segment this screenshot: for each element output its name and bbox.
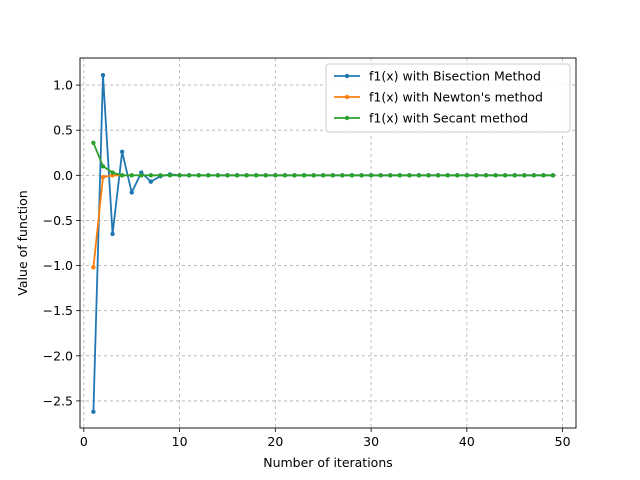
series-3 (91, 140, 556, 178)
plot-area-frame (79, 57, 577, 429)
data-point (234, 173, 240, 178)
data-point (215, 173, 221, 178)
data-point (378, 173, 383, 178)
y-tick-label: 0.5 (53, 123, 73, 138)
series-2 (91, 173, 125, 270)
legend-entry: f1(x) with Bisection Method (369, 69, 541, 84)
x-tick-label: 10 (172, 434, 188, 449)
data-point (321, 173, 326, 178)
legend: f1(x) with Bisection Method f1(x) with Ne… (325, 63, 571, 133)
data-point (196, 173, 201, 178)
data-point (273, 173, 278, 178)
data-point (301, 173, 307, 178)
x-tick-label: 30 (363, 434, 379, 449)
y-tick-label: 1.0 (53, 78, 73, 93)
data-point (91, 265, 96, 270)
legend-marker (344, 73, 350, 79)
data-point (435, 173, 441, 178)
data-point (110, 170, 115, 175)
data-point (119, 173, 125, 178)
data-point (550, 173, 556, 178)
x-tick-label: 40 (459, 434, 475, 449)
x-tick-label: 20 (267, 434, 283, 449)
legend-marker (344, 115, 350, 121)
legend-box (325, 63, 571, 133)
data-point (158, 173, 163, 178)
data-point (483, 173, 489, 178)
data-point (340, 173, 345, 178)
data-point (167, 173, 173, 178)
data-point (91, 409, 96, 414)
data-point (368, 173, 374, 178)
data-point (512, 173, 517, 178)
data-point (139, 173, 144, 178)
y-axis-label: Value of function (15, 190, 30, 295)
y-tick-label: −1.5 (43, 303, 73, 318)
data-point (292, 173, 297, 178)
data-point (311, 173, 316, 178)
data-point (263, 173, 268, 178)
data-point (455, 173, 460, 178)
data-point (502, 173, 508, 178)
data-point (100, 174, 106, 180)
data-point (129, 190, 134, 195)
data-point (148, 173, 154, 178)
legend-marker (344, 94, 350, 100)
data-point (110, 231, 115, 237)
data-point (349, 173, 355, 178)
data-point (253, 173, 259, 178)
data-point (388, 173, 393, 178)
y-tick-label: −2.0 (43, 348, 73, 363)
data-point (359, 173, 364, 178)
y-tick-label: 0.0 (53, 168, 73, 183)
data-point (148, 179, 154, 184)
data-point (244, 173, 249, 178)
data-point (119, 149, 125, 155)
data-point (206, 173, 211, 178)
data-point (464, 173, 470, 178)
data-point (282, 173, 288, 178)
data-point (493, 173, 498, 178)
data-point (100, 72, 106, 78)
data-point (330, 173, 335, 178)
data-point (445, 173, 450, 178)
data-point (397, 173, 403, 178)
data-point (531, 173, 537, 178)
data-point (426, 173, 431, 178)
data-point (474, 173, 479, 178)
data-point (129, 173, 134, 178)
data-point (416, 173, 422, 178)
x-axis-label: Number of iterations (263, 455, 393, 470)
y-tick-label: −0.5 (43, 213, 73, 228)
y-tick-label: −1.0 (43, 258, 73, 273)
y-tick-label: −2.5 (43, 393, 73, 408)
data-point (541, 173, 546, 178)
x-tick-label: 50 (555, 434, 571, 449)
data-point (91, 140, 96, 146)
data-point (407, 173, 412, 178)
series-line (92, 174, 123, 268)
x-tick-label: 0 (80, 434, 88, 449)
legend-entry: f1(x) with Newton's method (369, 90, 543, 105)
data-point (177, 173, 182, 178)
ticks: 0 10 20 30 40 50 −2.5 −2.0 −1.5 −1.0 −0.5 0.0 0.5 1.0 (43, 78, 571, 449)
legend-entry: f1(x) with Secant method (369, 111, 528, 126)
data-point (225, 173, 230, 178)
data-point (186, 173, 192, 178)
data-point (100, 164, 106, 169)
data-point (522, 173, 527, 178)
series-layer (91, 72, 556, 414)
